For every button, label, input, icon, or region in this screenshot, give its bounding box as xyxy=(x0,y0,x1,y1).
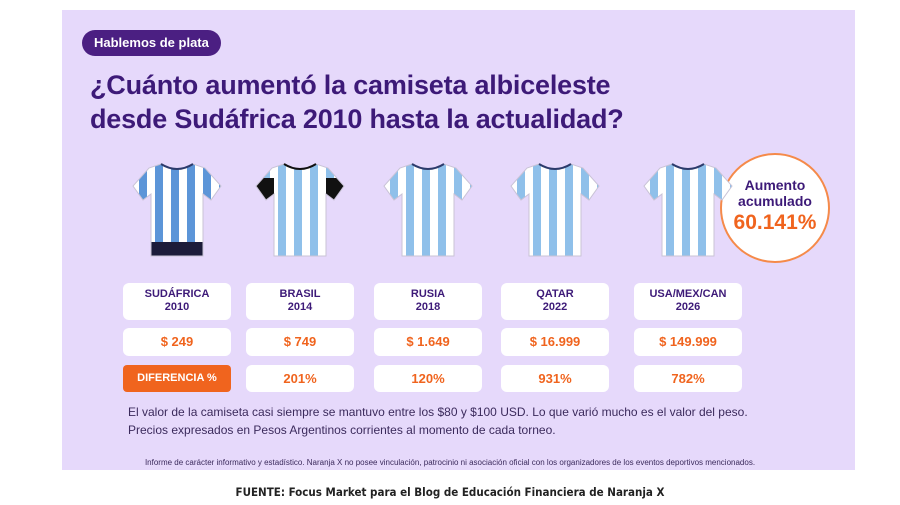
tournament-name: 2026 xyxy=(675,301,701,313)
jersey-part xyxy=(644,164,732,256)
jersey xyxy=(510,163,600,257)
jersey-part xyxy=(581,164,589,256)
tournament-name: SUDÁFRICA xyxy=(144,288,210,300)
jersey-part xyxy=(454,164,462,256)
jersey-part xyxy=(283,163,317,170)
jersey-part xyxy=(682,164,690,256)
jersey-part xyxy=(310,164,318,256)
jersey-part xyxy=(730,164,732,256)
callout-label: acumulado xyxy=(738,193,812,209)
jersey-part xyxy=(538,163,572,170)
tournament-name: 2010 xyxy=(164,301,190,313)
tournament-name: 2014 xyxy=(287,301,313,313)
note: Precios expresados en Pesos Argentinos c… xyxy=(128,423,556,437)
callout: Aumento acumulado 60.141% xyxy=(720,153,830,263)
jersey-part xyxy=(597,164,599,256)
difference-label: DIFERENCIA % xyxy=(123,365,231,392)
price: $ 1.649 xyxy=(374,328,482,356)
tournament: USA/MEX/CAN 2026 xyxy=(634,283,742,320)
jersey-part xyxy=(155,164,163,256)
difference: 120% xyxy=(374,365,482,392)
tournament-name: 2022 xyxy=(542,301,568,313)
jersey-part xyxy=(411,163,445,170)
jersey-part xyxy=(278,164,286,256)
difference: 201% xyxy=(246,365,354,392)
tournament: RUSIA 2018 xyxy=(374,283,482,320)
jersey-part xyxy=(203,164,211,256)
tournament-name: RUSIA xyxy=(410,288,446,300)
jersey xyxy=(383,163,473,257)
title-line: ¿Cuánto aumentó la camiseta albiceleste xyxy=(90,70,611,100)
jersey-part xyxy=(219,164,221,256)
jersey-part xyxy=(171,164,179,256)
jersey xyxy=(643,163,733,257)
tournament-name: BRASIL xyxy=(279,288,321,300)
jersey-part xyxy=(549,164,557,256)
tournament-name: USA/MEX/CAN xyxy=(649,288,727,300)
jersey-part xyxy=(565,164,573,256)
jersey-part xyxy=(422,164,430,256)
jersey-part xyxy=(470,164,472,256)
jersey-part xyxy=(326,164,334,256)
tournament: BRASIL 2014 xyxy=(246,283,354,320)
jersey-part xyxy=(511,164,599,256)
disclaimer: Informe de carácter informativo y estadí… xyxy=(144,458,756,467)
jersey xyxy=(255,163,345,257)
difference: 782% xyxy=(634,365,742,392)
price: $ 16.999 xyxy=(501,328,609,356)
price: $ 249 xyxy=(123,328,231,356)
jersey-part xyxy=(133,164,221,256)
title-line: desde Sudáfrica 2010 hasta la actualidad… xyxy=(90,104,624,134)
badge: Hablemos de plata xyxy=(82,30,221,56)
jersey-part xyxy=(384,164,472,256)
jersey-part xyxy=(256,164,344,256)
jersey-part xyxy=(438,164,446,256)
tournament: QATAR 2022 xyxy=(501,283,609,320)
jersey-part xyxy=(698,164,706,256)
price: $ 749 xyxy=(246,328,354,356)
callout-label: Aumento xyxy=(744,177,806,193)
tournament: SUDÁFRICA 2010 xyxy=(123,283,231,320)
jersey-part xyxy=(714,164,722,256)
source: FUENTE: Focus Market para el Blog de Edu… xyxy=(235,485,665,499)
difference: 931% xyxy=(501,365,609,392)
callout-value: 60.141% xyxy=(733,211,817,234)
jersey-part xyxy=(160,163,194,170)
jersey-part xyxy=(187,164,195,256)
jersey-part xyxy=(406,164,414,256)
jersey-part xyxy=(666,164,674,256)
jersey-part xyxy=(533,164,541,256)
note: El valor de la camiseta casi siempre se … xyxy=(128,405,748,419)
tournament-name: QATAR xyxy=(536,288,574,300)
jersey-part xyxy=(342,164,344,256)
jersey-part xyxy=(133,242,221,256)
jersey xyxy=(132,163,222,257)
tournament-name: 2018 xyxy=(415,301,441,313)
price: $ 149.999 xyxy=(634,328,742,356)
jersey-part xyxy=(671,163,705,170)
jersey-part xyxy=(294,164,302,256)
